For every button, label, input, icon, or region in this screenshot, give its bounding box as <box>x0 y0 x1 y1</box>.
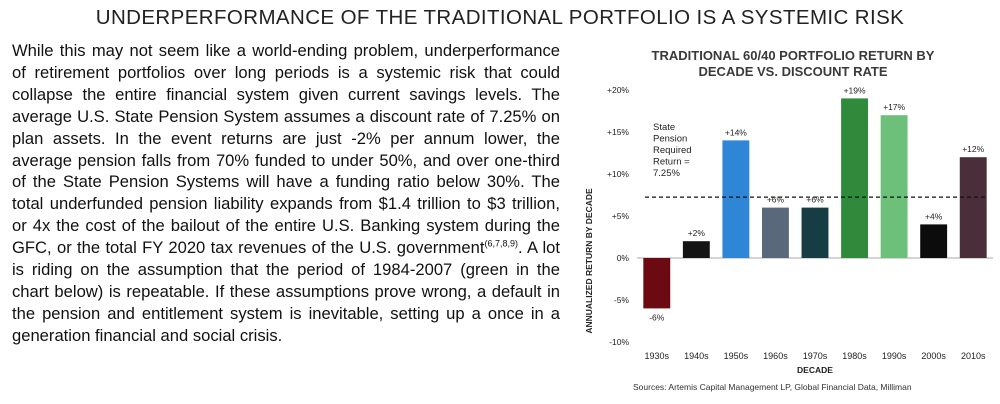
bar-1970s <box>801 207 829 258</box>
body-paragraph: While this may not seem like a world-end… <box>12 40 560 347</box>
y-tick-label: +10% <box>607 169 629 179</box>
chart-source: Sources: Artemis Capital Management LP, … <box>633 382 912 392</box>
return-by-decade-chart: TRADITIONAL 60/40 PORTFOLIO RETURN BY DE… <box>575 40 1000 404</box>
x-tick-label: 1960s <box>763 351 788 361</box>
x-tick-label: 1940s <box>684 351 709 361</box>
data-label-2000s: +4% <box>925 211 943 221</box>
y-tick-label: 0% <box>617 253 630 263</box>
x-tick-label: 1970s <box>803 351 828 361</box>
reference-line-label: Pension <box>653 134 687 145</box>
chart-title-line2: DECADE VS. DISCOUNT RATE <box>699 64 888 79</box>
body-main-text: While this may not seem like a world-end… <box>12 41 560 258</box>
data-label-1960s: +6% <box>767 195 785 205</box>
chart-y-axis-label: ANNUALIZED RETURN BY DECADE <box>584 188 594 334</box>
chart-title-line1: TRADITIONAL 60/40 PORTFOLIO RETURN BY <box>652 48 935 63</box>
reference-line-label: Required <box>653 145 692 156</box>
y-tick-label: -10% <box>609 337 629 347</box>
bar-1980s <box>841 98 869 259</box>
y-tick-label: +15% <box>607 127 629 137</box>
y-tick-label: +5% <box>612 211 630 221</box>
bar-1930s <box>643 258 671 309</box>
data-label-1980s: +19% <box>844 85 866 95</box>
data-label-1990s: +17% <box>883 102 905 112</box>
x-tick-label: 2000s <box>921 351 946 361</box>
data-label-1950s: +14% <box>725 127 747 137</box>
bar-2000s <box>920 224 948 258</box>
page-title: UNDERPERFORMANCE OF THE TRADITIONAL PORT… <box>95 6 905 29</box>
reference-line-label: Return = <box>653 157 690 168</box>
bar-2010s <box>959 157 987 258</box>
data-label-1930s: -6% <box>649 312 665 322</box>
x-tick-label: 1950s <box>724 351 749 361</box>
data-label-1970s: +6% <box>806 195 824 205</box>
reference-line-label: 7.25% <box>653 168 680 179</box>
chart-canvas: TRADITIONAL 60/40 PORTFOLIO RETURN BY DE… <box>584 48 993 392</box>
data-label-2010s: +12% <box>962 144 984 154</box>
bar-1990s <box>880 115 908 258</box>
bar-1950s <box>722 140 750 258</box>
y-tick-label: -5% <box>614 295 630 305</box>
reference-line-label: State <box>653 122 675 133</box>
bar-1960s <box>761 207 789 258</box>
body-tail-text: . A lot is riding on the assumption that… <box>12 238 561 345</box>
bar-1940s <box>682 241 710 258</box>
chart-x-axis-label: DECADE <box>797 365 833 375</box>
x-tick-label: 1930s <box>645 351 670 361</box>
x-tick-label: 1980s <box>842 351 867 361</box>
data-label-1940s: +2% <box>688 228 706 238</box>
x-tick-label: 2010s <box>961 351 986 361</box>
x-tick-label: 1990s <box>882 351 907 361</box>
y-tick-label: +20% <box>607 85 629 95</box>
citation-superscript: (6,7,8,9) <box>484 238 518 249</box>
